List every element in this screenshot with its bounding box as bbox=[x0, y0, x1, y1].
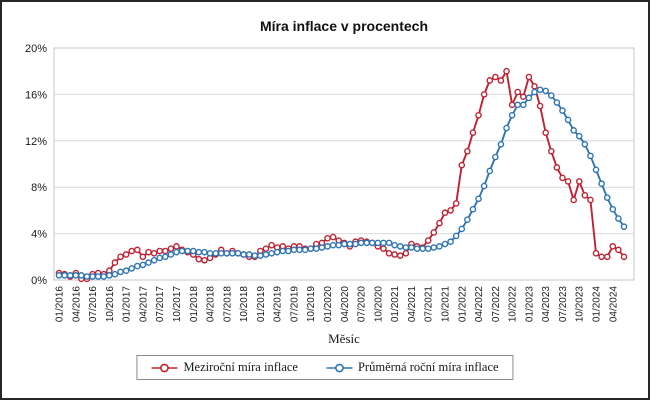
svg-text:0%: 0% bbox=[31, 275, 47, 287]
svg-text:01/2017: 01/2017 bbox=[122, 286, 133, 323]
svg-text:10/2018: 10/2018 bbox=[239, 286, 250, 323]
svg-text:07/2022: 07/2022 bbox=[491, 286, 502, 323]
svg-text:07/2017: 07/2017 bbox=[155, 286, 166, 323]
line-circle-marker-blue-icon bbox=[325, 363, 352, 372]
chart-title: Míra inflace v procentech bbox=[259, 18, 429, 34]
svg-text:10/2022: 10/2022 bbox=[508, 286, 519, 323]
svg-text:01/2018: 01/2018 bbox=[189, 286, 200, 323]
svg-text:04/2022: 04/2022 bbox=[474, 286, 485, 323]
svg-text:04/2020: 04/2020 bbox=[340, 286, 351, 323]
x-axis-title: Měsíc bbox=[328, 331, 360, 346]
svg-text:10/2019: 10/2019 bbox=[306, 286, 317, 323]
svg-text:10/2023: 10/2023 bbox=[575, 286, 586, 323]
svg-text:04/2016: 04/2016 bbox=[71, 286, 82, 323]
svg-text:01/2020: 01/2020 bbox=[323, 286, 334, 323]
svg-text:07/2023: 07/2023 bbox=[558, 286, 569, 323]
svg-text:01/2023: 01/2023 bbox=[524, 286, 535, 323]
svg-text:01/2016: 01/2016 bbox=[55, 286, 66, 323]
svg-text:01/2019: 01/2019 bbox=[256, 286, 267, 323]
svg-text:04/2023: 04/2023 bbox=[541, 286, 552, 323]
svg-text:04/2021: 04/2021 bbox=[407, 286, 418, 323]
svg-text:04/2018: 04/2018 bbox=[206, 286, 217, 323]
svg-text:01/2021: 01/2021 bbox=[390, 286, 401, 323]
svg-text:20%: 20% bbox=[25, 43, 47, 55]
svg-text:10/2020: 10/2020 bbox=[373, 286, 384, 323]
svg-text:10/2016: 10/2016 bbox=[105, 286, 116, 323]
svg-text:04/2024: 04/2024 bbox=[608, 286, 619, 323]
legend-label-avg: Průměrná roční míra inflace bbox=[357, 360, 499, 374]
svg-text:04/2019: 04/2019 bbox=[273, 286, 284, 323]
svg-text:07/2018: 07/2018 bbox=[222, 286, 233, 323]
svg-text:04/2017: 04/2017 bbox=[138, 286, 149, 323]
svg-text:07/2019: 07/2019 bbox=[289, 286, 300, 323]
line-circle-marker-red-icon bbox=[151, 363, 178, 372]
svg-text:07/2016: 07/2016 bbox=[88, 286, 99, 323]
svg-text:01/2022: 01/2022 bbox=[457, 286, 468, 323]
svg-text:10/2021: 10/2021 bbox=[440, 286, 451, 323]
legend-item-avg: Průměrná roční míra inflace bbox=[325, 360, 499, 375]
svg-text:10/2017: 10/2017 bbox=[172, 286, 183, 323]
chart-legend: Meziroční míra inflace Průměrná roční mí… bbox=[136, 355, 514, 380]
svg-text:8%: 8% bbox=[31, 182, 47, 194]
svg-text:01/2024: 01/2024 bbox=[592, 286, 603, 323]
legend-item-yoy: Meziroční míra inflace bbox=[151, 360, 298, 375]
legend-label-yoy: Meziroční míra inflace bbox=[183, 360, 298, 374]
svg-text:12%: 12% bbox=[25, 136, 47, 148]
svg-text:16%: 16% bbox=[25, 89, 47, 101]
svg-text:07/2020: 07/2020 bbox=[357, 286, 368, 323]
svg-text:4%: 4% bbox=[31, 229, 47, 241]
svg-text:07/2021: 07/2021 bbox=[424, 286, 435, 323]
